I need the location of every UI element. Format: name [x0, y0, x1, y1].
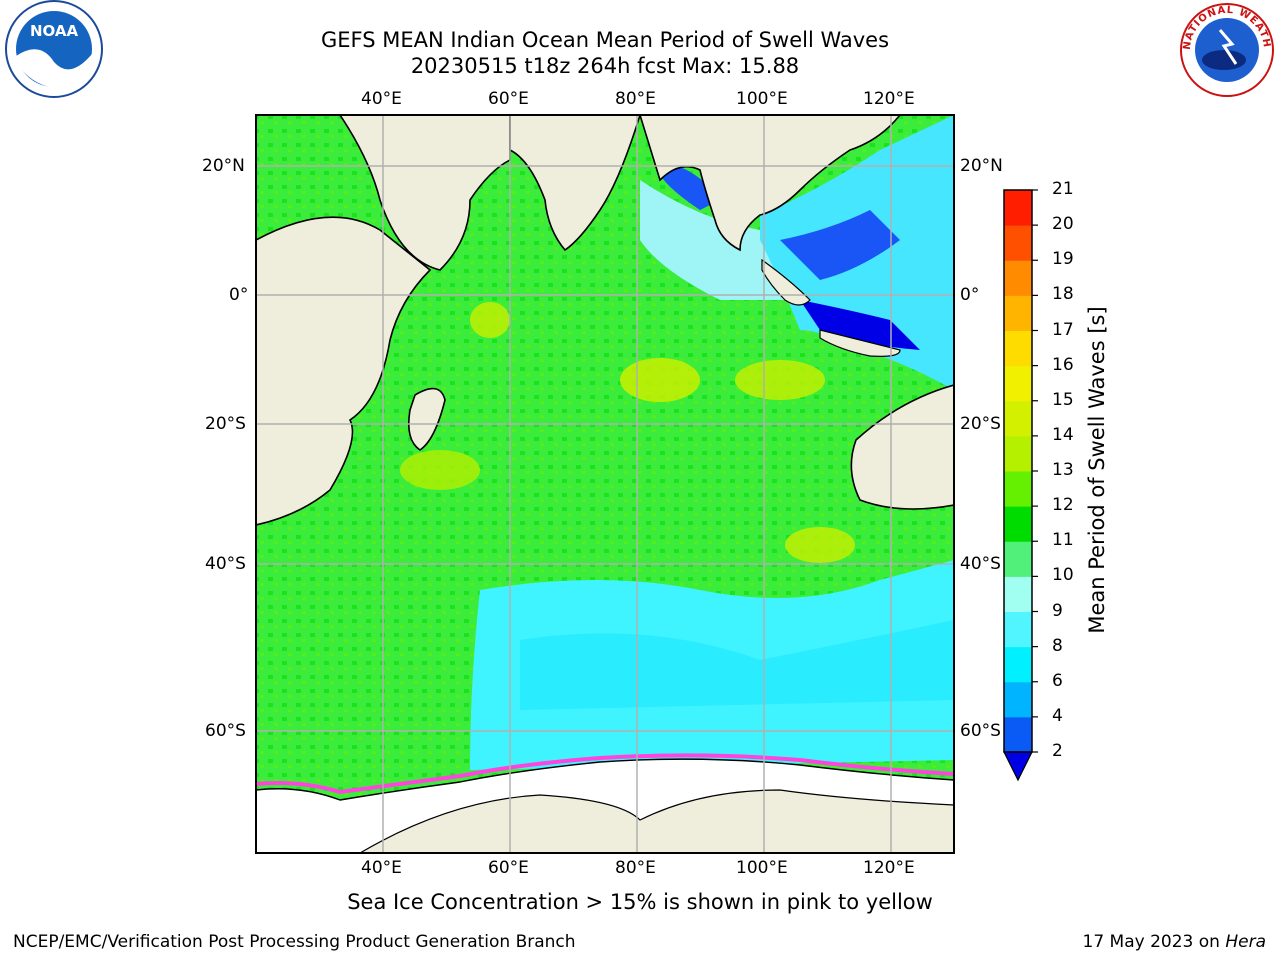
map-border: [255, 114, 955, 854]
colorbar-segment: [1004, 681, 1032, 718]
colorbar-segment: [1004, 611, 1032, 648]
colorbar-tick-label: 11: [1052, 530, 1074, 551]
lon-tick-bottom: 80°E: [615, 858, 656, 878]
colorbar-title: Mean Period of Swell Waves [s]: [1085, 306, 1109, 634]
lat-tick-right: 20°N: [960, 156, 1003, 176]
colorbar-tick-label: 17: [1052, 319, 1074, 340]
india-landmass: [509, 115, 641, 252]
colorbar-tick-label: 20: [1052, 214, 1074, 235]
colorbar-segments: [1004, 190, 1032, 753]
lon-tick-top: 120°E: [863, 89, 915, 109]
chart-subtitle: 20230515 t18z 264h fcst Max: 15.88: [410, 54, 800, 78]
noaa-logo-text: NOAA: [30, 22, 79, 40]
africa-landmass: [256, 216, 432, 526]
colorbar-tick-label: 14: [1052, 424, 1074, 445]
footer-date-text: 17 May 2023 on: [1082, 932, 1226, 952]
lat-tick-left: 20°S: [205, 414, 246, 434]
lat-tick-left: 40°S: [205, 554, 246, 574]
colorbar-segment: [1004, 260, 1032, 296]
colorbar-tick-label: 19: [1052, 249, 1074, 270]
lat-tick-right: 0°: [960, 285, 980, 305]
colorbar-ticks: [1032, 189, 1038, 753]
lat-tick-left: 0°: [229, 285, 249, 305]
colorbar-segment: [1004, 541, 1032, 577]
colorbar-tick-label: 2: [1052, 741, 1063, 761]
graticule: [256, 115, 954, 853]
lat-tick-right: 40°S: [960, 554, 1001, 574]
colorbar-tick-label: 13: [1052, 460, 1074, 480]
colorbar-segment: [1004, 330, 1032, 367]
noaa-logo: NOAA: [5, 0, 103, 98]
sea-ice-edge: [256, 753, 954, 795]
lat-tick-left: 60°S: [205, 721, 246, 741]
sumatra-landmass: [761, 258, 811, 306]
colorbar-under-triangle: [1003, 751, 1033, 782]
lon-tick-bottom: 40°E: [361, 858, 402, 878]
colorbar-tick-label: 6: [1052, 670, 1063, 691]
lon-tick-bottom: 120°E: [863, 858, 915, 878]
colorbar-segment: [1004, 646, 1032, 683]
nws-logo: NATIONAL WEATHER SERVICE: [1172, 0, 1274, 97]
antarctica-landmass: [358, 789, 954, 853]
southeast-asia-landmass: [639, 115, 902, 252]
lon-tick-top: 40°E: [361, 89, 402, 109]
colorbar-segment: [1004, 576, 1032, 612]
colorbar-tick-label: 8: [1052, 635, 1063, 656]
colorbar-segment: [1004, 400, 1032, 437]
colorbar-tick-label: 12: [1052, 495, 1074, 516]
footer-branch: NCEP/EMC/Verification Post Processing Pr…: [13, 932, 576, 952]
bay-of-bengal-region: [640, 180, 800, 300]
colorbar-segment: [1004, 190, 1032, 226]
madagascar-landmass: [407, 387, 446, 451]
colorbar-tick-label: 15: [1052, 389, 1074, 410]
footer-date: 17 May 2023 on Hera: [1083, 932, 1267, 952]
footer-host: Hera: [1225, 932, 1266, 952]
map-fields: [256, 115, 954, 853]
colorbar-segment: [1004, 506, 1032, 542]
colorbar-tick-label: 10: [1052, 565, 1074, 586]
chart-title: GEFS MEAN Indian Ocean Mean Period of Sw…: [320, 28, 890, 52]
lon-tick-top: 80°E: [615, 89, 656, 109]
lat-tick-left: 20°N: [202, 156, 245, 176]
colorbar-tick-label: 9: [1052, 600, 1063, 621]
colorbar-tick-label: 16: [1052, 354, 1074, 375]
colorbar-segment: [1004, 435, 1032, 472]
lat-tick-right: 20°S: [960, 414, 1001, 434]
colorbar-tick-label: 4: [1052, 705, 1063, 726]
java-landmass: [819, 329, 901, 357]
australia-landmass: [850, 384, 954, 510]
colorbar-segment: [1004, 295, 1032, 331]
lat-tick-right: 60°S: [960, 721, 1001, 741]
lon-tick-bottom: 100°E: [736, 858, 788, 878]
lon-tick-bottom: 60°E: [488, 858, 529, 878]
colorbar-segment: [1004, 716, 1032, 753]
colorbar-segment: [1004, 365, 1032, 402]
colorbar-tick-label: 18: [1052, 284, 1074, 305]
colorbar-segment: [1004, 471, 1032, 507]
sea-ice-note: Sea Ice Concentration > 15% is shown in …: [347, 890, 933, 914]
lon-tick-top: 100°E: [736, 89, 788, 109]
lon-tick-top: 60°E: [488, 89, 529, 109]
colorbar-tick-label: 21: [1052, 179, 1074, 199]
colorbar-segment: [1004, 225, 1032, 261]
